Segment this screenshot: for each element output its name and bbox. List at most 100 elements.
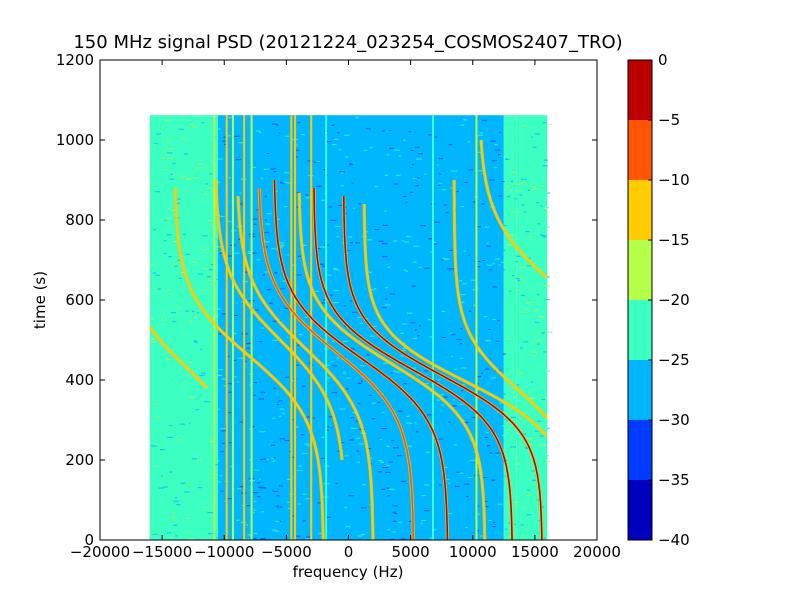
noise-speck <box>503 533 508 535</box>
noise-speck <box>348 505 355 507</box>
noise-speck <box>350 126 354 128</box>
noise-speck <box>543 159 549 161</box>
noise-speck <box>272 339 278 341</box>
noise-speck <box>400 332 404 334</box>
noise-speck <box>529 183 533 185</box>
noise-speck <box>542 236 547 238</box>
noise-speck <box>497 141 500 143</box>
noise-speck <box>298 424 304 426</box>
noise-speck <box>482 260 486 262</box>
noise-speck <box>528 381 531 383</box>
noise-speck <box>394 476 399 478</box>
noise-speck <box>344 156 349 158</box>
noise-speck <box>166 359 172 361</box>
noise-speck <box>190 436 194 438</box>
noise-speck <box>152 533 159 535</box>
noise-speck <box>201 289 207 291</box>
noise-speck <box>530 440 535 442</box>
noise-speck <box>419 149 425 151</box>
noise-speck <box>247 534 252 536</box>
noise-speck <box>182 297 186 299</box>
noise-speck <box>486 264 492 266</box>
noise-speck <box>343 438 349 440</box>
noise-speck <box>327 274 333 276</box>
noise-speck <box>152 229 157 231</box>
noise-speck <box>520 294 526 297</box>
noise-speck <box>535 224 539 226</box>
noise-speck <box>164 120 170 122</box>
noise-speck <box>261 362 266 364</box>
noise-speck <box>193 341 199 343</box>
noise-speck <box>469 150 476 153</box>
noise-speck <box>376 297 380 299</box>
noise-speck <box>514 198 518 200</box>
noise-speck <box>222 226 227 228</box>
noise-speck <box>253 532 258 535</box>
noise-speck <box>492 159 497 162</box>
noise-speck <box>218 215 225 218</box>
noise-speck <box>533 374 539 376</box>
noise-speck <box>357 403 361 405</box>
noise-speck <box>196 438 199 440</box>
noise-speck <box>249 235 256 238</box>
noise-speck <box>255 182 258 184</box>
noise-speck <box>392 324 396 326</box>
noise-speck <box>417 153 424 155</box>
noise-speck <box>234 388 239 390</box>
noise-speck <box>532 487 536 489</box>
noise-speck <box>276 495 280 497</box>
noise-speck <box>221 313 226 315</box>
noise-speck <box>210 263 214 266</box>
noise-speck <box>315 161 320 163</box>
noise-speck <box>408 311 414 313</box>
noise-speck <box>187 517 191 519</box>
noise-speck <box>411 285 417 287</box>
noise-speck <box>191 253 196 255</box>
noise-speck <box>199 456 202 458</box>
noise-speck <box>544 276 550 278</box>
noise-speck <box>534 321 540 323</box>
noise-speck <box>339 171 345 173</box>
noise-speck <box>538 316 545 318</box>
noise-speck <box>279 242 285 244</box>
noise-speck <box>324 364 331 366</box>
noise-speck <box>296 149 300 151</box>
noise-speck <box>216 278 220 281</box>
noise-speck <box>205 288 210 290</box>
noise-speck <box>355 420 358 422</box>
colorbar-level-7 <box>628 60 652 120</box>
noise-speck <box>234 479 237 482</box>
noise-speck <box>433 528 437 531</box>
noise-speck <box>172 168 178 171</box>
noise-speck <box>518 402 524 404</box>
colorbar-ticks: 0 −5 −10 −15 −20 −25 −30 −35 −40 <box>648 51 690 549</box>
noise-speck <box>401 135 404 137</box>
noise-speck <box>258 398 264 400</box>
noise-speck <box>477 259 483 262</box>
noise-speck <box>344 538 347 540</box>
noise-speck <box>185 253 190 255</box>
noise-speck <box>504 316 507 318</box>
noise-speck <box>348 164 354 166</box>
noise-speck <box>408 131 412 133</box>
noise-speck <box>278 415 282 418</box>
noise-speck <box>458 392 463 394</box>
noise-speck <box>431 407 437 409</box>
noise-speck <box>233 431 240 433</box>
noise-speck <box>479 132 483 134</box>
noise-speck <box>279 408 285 410</box>
noise-speck <box>400 355 404 357</box>
noise-speck <box>427 285 434 287</box>
noise-speck <box>384 298 388 300</box>
noise-speck <box>413 245 420 247</box>
noise-speck <box>371 289 375 291</box>
noise-speck <box>425 137 430 139</box>
noise-speck <box>426 329 430 332</box>
noise-speck <box>297 451 303 453</box>
noise-speck <box>492 525 496 528</box>
noise-speck <box>253 223 257 225</box>
noise-speck <box>234 135 240 138</box>
noise-speck <box>156 326 159 328</box>
noise-speck <box>331 368 338 370</box>
noise-speck <box>348 236 353 238</box>
